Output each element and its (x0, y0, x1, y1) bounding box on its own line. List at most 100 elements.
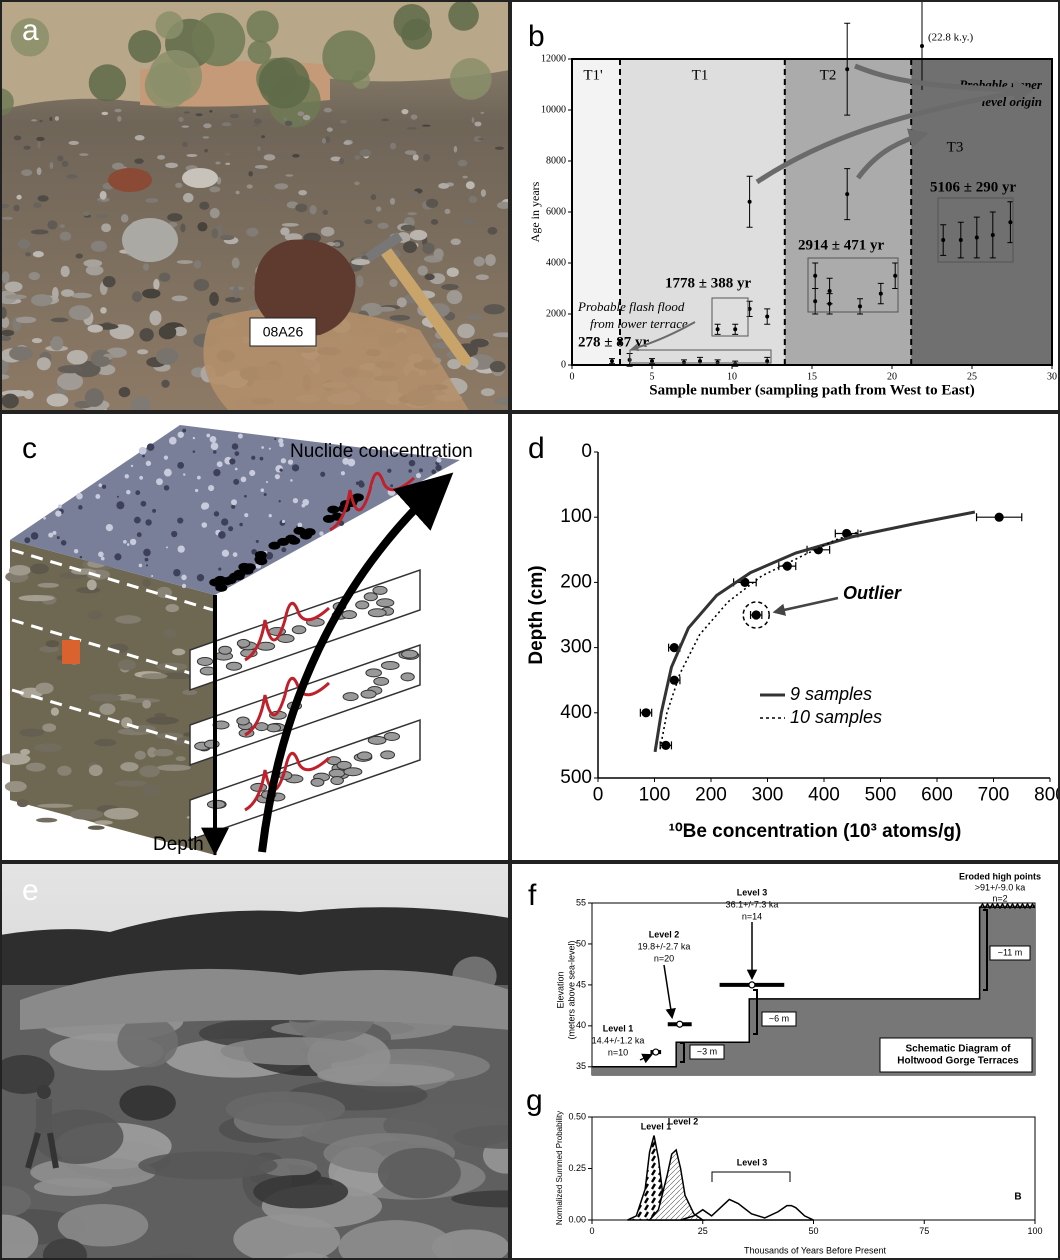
top-texture (102, 484, 107, 489)
stone (17, 238, 31, 249)
y-tick-label: 200 (560, 571, 592, 592)
left-texture (139, 765, 160, 778)
top-texture (431, 469, 437, 475)
annotation: Level 1 (603, 1023, 634, 1033)
stone (54, 116, 60, 121)
chart: 0.00 0.25 0.50 0 25 50 75 100 Thousands of Years… (555, 1111, 1042, 1256)
top-texture (181, 583, 187, 589)
top-texture (228, 526, 234, 532)
top-texture (181, 574, 187, 581)
left-texture (182, 689, 198, 696)
stone (370, 194, 377, 201)
top-texture (249, 469, 256, 477)
left-texture (57, 765, 72, 776)
point (1008, 220, 1013, 225)
stone (175, 182, 183, 188)
stone (356, 275, 364, 288)
top-texture (210, 442, 219, 451)
surface-pebble (285, 534, 298, 543)
left-texture (20, 748, 30, 756)
point (765, 359, 770, 364)
annotation: 36.1+/-7.3 ka (726, 899, 779, 909)
left-texture (147, 747, 157, 758)
top-texture (136, 532, 142, 538)
point (878, 291, 883, 296)
stone (117, 115, 122, 122)
stone (96, 364, 116, 376)
top-texture (144, 557, 149, 562)
x-tick-label: 500 (865, 784, 897, 805)
group-box (629, 349, 772, 364)
top-texture (126, 543, 130, 546)
annotation: ~3 m (697, 1046, 717, 1056)
annotation: n=14 (742, 911, 762, 921)
bush (247, 40, 272, 65)
gravel (400, 672, 415, 682)
bush (258, 57, 310, 109)
top-texture (123, 539, 127, 544)
gravel (225, 661, 243, 671)
gravel (218, 645, 232, 655)
surface-pebble (254, 550, 267, 559)
stone (13, 135, 22, 141)
top-texture (142, 454, 145, 458)
gravel (330, 776, 344, 786)
rock (108, 168, 152, 192)
stone (325, 136, 331, 143)
point (676, 1020, 684, 1028)
stone (410, 114, 418, 120)
stone (149, 310, 162, 326)
top-texture (291, 464, 300, 472)
top-texture (231, 504, 236, 509)
rock (122, 218, 178, 262)
stone (182, 192, 194, 203)
left-texture (99, 703, 116, 715)
y-tick-label: 400 (560, 702, 592, 723)
stone (79, 153, 89, 157)
stone (220, 234, 235, 241)
stone (225, 296, 242, 303)
top-texture (216, 461, 223, 468)
stone (257, 146, 261, 152)
top-texture (177, 461, 185, 469)
top-texture (342, 457, 350, 465)
concentration-curve (258, 472, 454, 853)
stone (49, 116, 53, 122)
stone (475, 274, 489, 281)
top-texture (279, 442, 284, 448)
profile-area (592, 907, 1035, 1075)
gravel (380, 750, 396, 760)
top-texture (79, 505, 82, 508)
x-tick-label: 300 (752, 784, 784, 805)
stone (57, 365, 83, 374)
top-texture (163, 485, 170, 491)
point (747, 306, 752, 311)
left-texture (114, 780, 147, 787)
top-texture (166, 546, 169, 549)
top-texture (287, 459, 294, 465)
left-texture (50, 707, 60, 716)
left-texture (94, 738, 117, 747)
nuclide-profile (244, 752, 331, 812)
x-tick-label: 600 (921, 784, 953, 805)
y-tick-label: 12000 (541, 53, 566, 64)
top-texture (435, 464, 442, 471)
top-texture (415, 472, 422, 479)
height-bracket (680, 1042, 685, 1063)
stone (165, 162, 178, 169)
stone (153, 278, 160, 291)
top-texture (340, 471, 346, 476)
stone (457, 323, 475, 339)
axis-bottom-label: Depth (153, 834, 204, 855)
stone (441, 283, 459, 291)
person-legs (25, 1132, 59, 1169)
stone (13, 204, 20, 212)
y-tick-label: 0.50 (568, 1111, 586, 1121)
photo-a: 08A26 (0, 0, 510, 412)
x-tick-label: 100 (639, 784, 671, 805)
stone (263, 154, 276, 161)
annotation: from lower terrace (590, 316, 688, 331)
stone (60, 265, 70, 278)
gravel (356, 751, 373, 761)
top-texture (221, 518, 229, 526)
